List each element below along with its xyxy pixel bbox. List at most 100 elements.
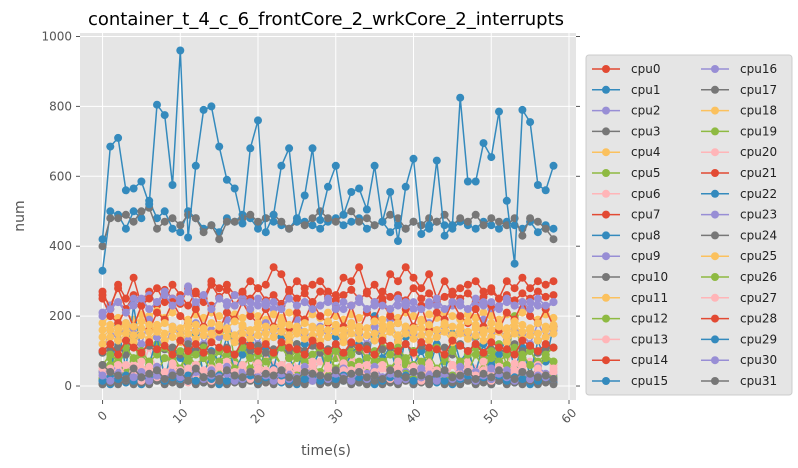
data-point	[331, 340, 340, 349]
data-point	[277, 217, 286, 226]
data-point	[502, 371, 511, 380]
data-point	[129, 184, 138, 193]
data-point	[440, 366, 449, 375]
data-point	[401, 340, 410, 349]
data-point	[145, 369, 154, 378]
data-point	[518, 336, 527, 345]
data-point	[121, 336, 130, 345]
data-point	[487, 373, 496, 382]
data-point	[106, 333, 115, 342]
data-point	[292, 364, 301, 373]
data-point	[370, 371, 379, 380]
data-point	[222, 280, 231, 289]
data-point	[471, 277, 480, 286]
y-axis: 0 200 400 600 800 1000	[41, 29, 580, 393]
data-point	[285, 144, 294, 153]
y-tick-label: 200	[49, 309, 72, 323]
data-point	[440, 231, 449, 240]
data-point	[456, 93, 465, 102]
data-point	[347, 188, 356, 196]
data-point	[425, 329, 434, 338]
data-point	[417, 305, 426, 314]
data-point	[261, 329, 270, 338]
data-point	[432, 345, 441, 354]
data-point	[370, 280, 379, 289]
data-point	[285, 354, 294, 363]
data-point	[254, 364, 262, 373]
data-point	[145, 338, 154, 347]
data-point	[401, 263, 410, 272]
data-point	[98, 312, 107, 321]
data-point	[510, 322, 519, 331]
data-point	[394, 331, 402, 340]
data-point	[207, 369, 216, 378]
data-point	[137, 317, 146, 326]
data-point	[207, 221, 216, 230]
data-point	[463, 317, 472, 326]
data-point	[456, 301, 465, 310]
data-point	[324, 326, 332, 335]
data-point	[448, 347, 457, 356]
data-point	[98, 347, 107, 356]
data-point	[114, 329, 123, 338]
data-point	[121, 210, 130, 219]
data-point	[471, 350, 480, 359]
data-point	[463, 305, 472, 314]
data-point	[386, 320, 395, 329]
data-point	[339, 221, 348, 230]
data-point	[394, 214, 402, 223]
data-point	[378, 336, 387, 345]
data-point	[417, 357, 426, 366]
data-point	[324, 364, 332, 373]
legend-item: cpu2	[592, 104, 660, 118]
data-point	[199, 348, 208, 357]
data-point	[308, 214, 317, 223]
legend-label: cpu2	[631, 104, 660, 118]
data-point	[386, 188, 395, 196]
data-point	[510, 350, 519, 359]
data-point	[246, 298, 255, 307]
data-point	[269, 310, 278, 319]
data-point	[339, 375, 348, 383]
legend-marker	[602, 293, 610, 302]
series-group	[98, 46, 558, 389]
data-point	[98, 326, 107, 335]
data-point	[526, 312, 535, 321]
data-point	[510, 259, 519, 268]
legend-label: cpu1	[631, 83, 660, 97]
data-point	[316, 216, 325, 224]
data-point	[184, 357, 193, 366]
data-point	[222, 345, 231, 354]
data-point	[168, 214, 177, 223]
data-point	[456, 362, 465, 371]
legend-label: cpu10	[631, 270, 668, 284]
data-point	[153, 284, 161, 293]
data-point	[184, 233, 193, 242]
data-point	[230, 350, 239, 359]
data-point	[184, 287, 193, 296]
data-point	[168, 371, 177, 380]
data-point	[129, 217, 138, 226]
data-point	[541, 280, 550, 289]
data-point	[199, 105, 208, 114]
data-point	[292, 308, 301, 317]
data-point	[300, 298, 309, 307]
data-point	[401, 322, 410, 331]
data-point	[285, 294, 294, 303]
data-point	[129, 364, 138, 373]
legend-marker	[602, 314, 610, 323]
data-point	[355, 343, 364, 352]
data-point	[394, 277, 402, 286]
data-point	[324, 354, 332, 363]
data-point	[463, 289, 472, 298]
data-point	[355, 313, 364, 322]
data-point	[448, 221, 457, 230]
data-point	[339, 305, 348, 314]
data-point	[324, 308, 332, 317]
legend-marker	[602, 210, 610, 219]
legend-label: cpu4	[631, 145, 660, 159]
data-point	[129, 331, 138, 340]
data-point	[191, 376, 200, 385]
data-point	[362, 324, 371, 333]
data-point	[176, 324, 185, 333]
